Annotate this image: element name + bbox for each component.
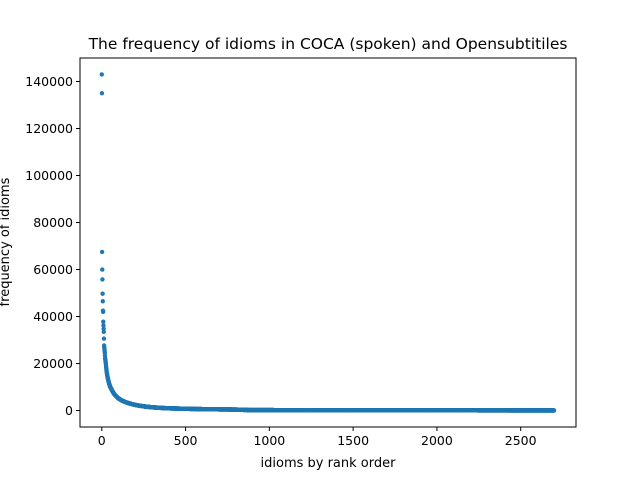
y-axis-ticks: 0 20000 40000 60000 80000 100000 120000 140000 [25, 74, 80, 418]
y-axis-label: frequency of idioms [0, 177, 13, 306]
data-point [101, 329, 106, 335]
data-point [100, 277, 105, 282]
data-point [101, 323, 106, 328]
y-tick-label: 60000 [33, 262, 73, 277]
y-tick-label: 0 [65, 403, 73, 418]
x-tick-label: 2000 [421, 433, 453, 448]
y-tick-label: 100000 [25, 168, 73, 183]
data-point [551, 408, 557, 413]
x-tick-label: 0 [98, 433, 106, 448]
y-tick-label: 40000 [33, 309, 73, 324]
data-point [100, 309, 106, 315]
data-point [101, 336, 107, 341]
data-point [99, 72, 104, 77]
data-points [99, 72, 557, 413]
x-tick-label: 500 [174, 433, 198, 448]
y-tick-label: 80000 [33, 215, 73, 230]
y-tick-label: 120000 [25, 121, 73, 136]
data-point [99, 91, 105, 96]
data-point [99, 249, 105, 255]
plot-frame [79, 57, 577, 428]
data-point [100, 299, 105, 304]
data-point [100, 291, 105, 296]
x-axis-ticks: 0 500 1000 1500 2000 2500 [98, 427, 537, 448]
x-tick-label: 1000 [253, 433, 285, 448]
x-tick-label: 1500 [337, 433, 369, 448]
chart-title: The frequency of idioms in COCA (spoken)… [88, 35, 568, 53]
x-axis-label: idioms by rank order [261, 456, 397, 471]
y-tick-label: 20000 [33, 356, 73, 371]
data-point [101, 319, 106, 324]
x-tick-label: 2500 [505, 433, 537, 448]
y-tick-label: 140000 [25, 74, 73, 89]
data-point [100, 267, 105, 272]
